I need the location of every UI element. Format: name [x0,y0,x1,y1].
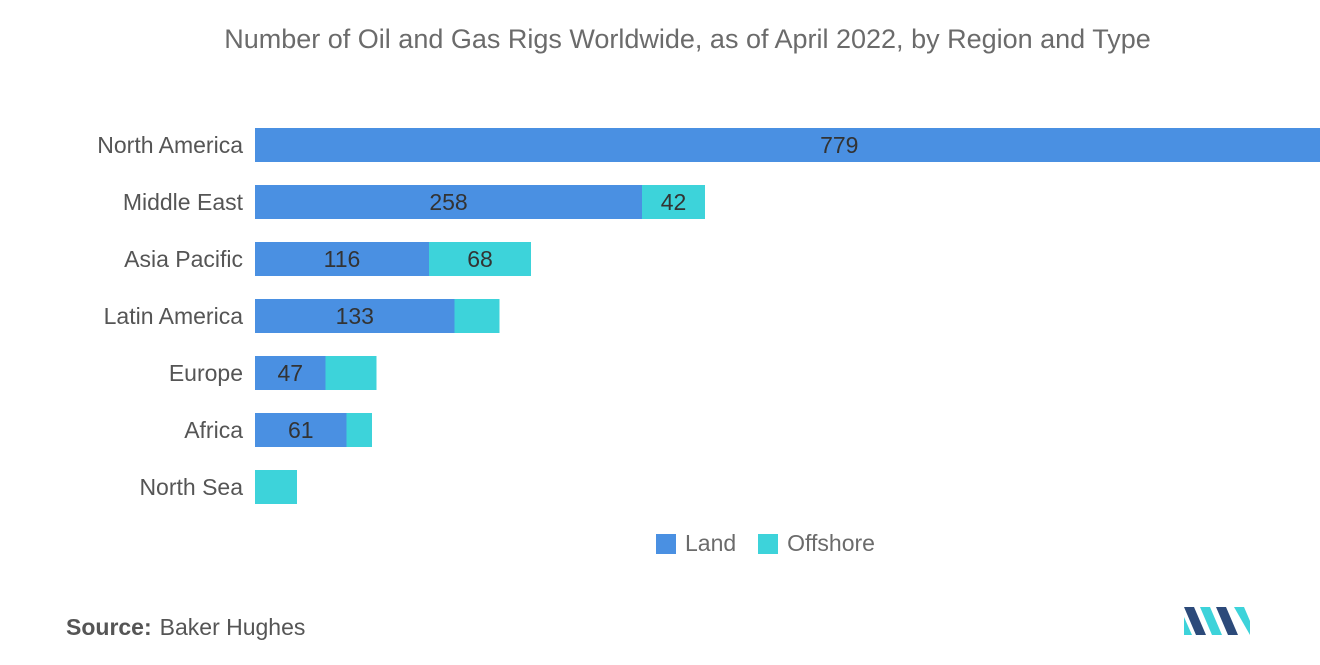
data-label-land-asia-pacific: 116 [324,246,361,272]
category-label-middle-east: Middle East [123,189,244,215]
bar-offshore-africa [346,413,372,447]
bar-land-asia-pacific [255,242,429,276]
bar-offshore-middle-east [642,185,705,219]
data-label-land-middle-east: 258 [429,189,467,215]
mordor-intelligence-logo [1184,607,1250,635]
bar-chart: North America 779 Middle East 258 42 Asia Pac… [97,128,1320,504]
bar-offshore-latin-america [454,299,500,333]
data-label-offshore-middle-east: 42 [661,189,687,215]
legend-item-land: Land [656,530,736,557]
data-label-land-north-america: 779 [820,132,858,158]
bar-land-latin-america [255,299,455,333]
bar-offshore-north-sea [255,470,297,504]
data-label-land-africa: 61 [288,417,314,443]
legend-swatch-land [656,533,676,554]
source-label: Source: [66,614,152,640]
bar-land-europe [255,356,326,390]
category-label-europe: Europe [169,360,243,386]
bar-offshore-asia-pacific [429,242,531,276]
bar-offshore-europe [325,356,377,390]
category-label-asia-pacific: Asia Pacific [124,246,243,272]
data-label-land-latin-america: 133 [336,303,374,329]
chart-title: Number of Oil and Gas Rigs Worldwide, as… [224,24,1151,54]
bar-land-africa [255,413,347,447]
category-label-north-sea: North Sea [139,474,243,500]
bar-land-north-america [255,128,1320,162]
category-label-north-america: North America [97,132,243,158]
data-label-offshore-asia-pacific: 68 [467,246,493,272]
legend-item-offshore: Offshore [758,530,875,557]
data-label-land-europe: 47 [277,360,303,386]
legend-label-land: Land [685,530,737,556]
legend-swatch-offshore [758,533,779,554]
category-label-africa: Africa [184,417,243,443]
chart-legend: Land Offshore [656,530,897,557]
source-value: Baker Hughes [159,614,306,640]
legend-label-offshore: Offshore [787,530,875,556]
source-note: Source: Baker Hughes [66,614,305,641]
bar-land-middle-east [255,185,642,219]
category-label-latin-america: Latin America [104,303,244,329]
